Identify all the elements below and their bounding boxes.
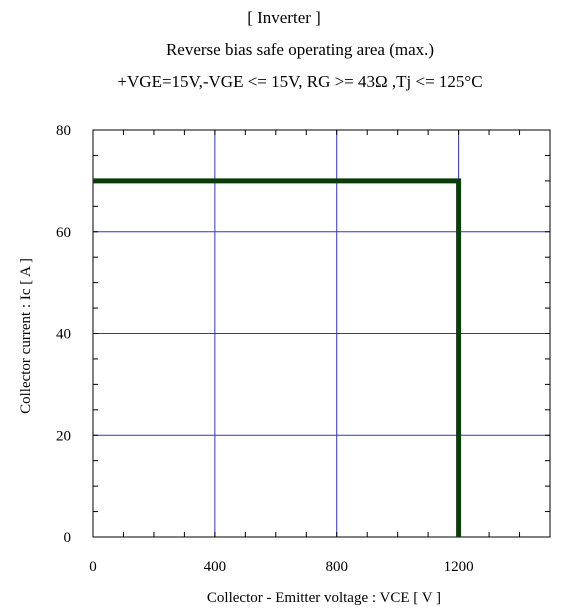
y-tick-label: 0 [64, 530, 72, 546]
y-axis-label: Collector current : Ic [ A ] [18, 258, 34, 414]
y-tick-label: 20 [56, 428, 71, 444]
x-tick-label: 1200 [444, 559, 474, 575]
x-tick-labels: 0 400 800 1200 [89, 559, 473, 575]
x-tick-label: 800 [325, 559, 348, 575]
x-axis-label: Collector - Emitter voltage : VCE [ V ] [207, 590, 441, 606]
series-group [93, 178, 462, 537]
soa-boundary-line [93, 178, 462, 537]
x-tick-label: 0 [89, 559, 97, 575]
y-tick-label: 60 [56, 225, 71, 241]
y-tick-label: 40 [56, 327, 71, 343]
chart-subtitle: Reverse bias safe operating area (max.) [165, 40, 435, 59]
grid-lines [93, 130, 550, 537]
chart-title: [ Inverter ] [247, 8, 321, 27]
y-tick-labels: 0 20 40 60 80 [56, 123, 71, 546]
plot-frame [92, 129, 551, 538]
y-tick-label: 80 [56, 123, 71, 139]
x-tick-label: 400 [204, 559, 227, 575]
chart-conditions: +VGE=15V,-VGE <= 15V, RG >= 43Ω ,Tj <= 1… [117, 72, 483, 91]
